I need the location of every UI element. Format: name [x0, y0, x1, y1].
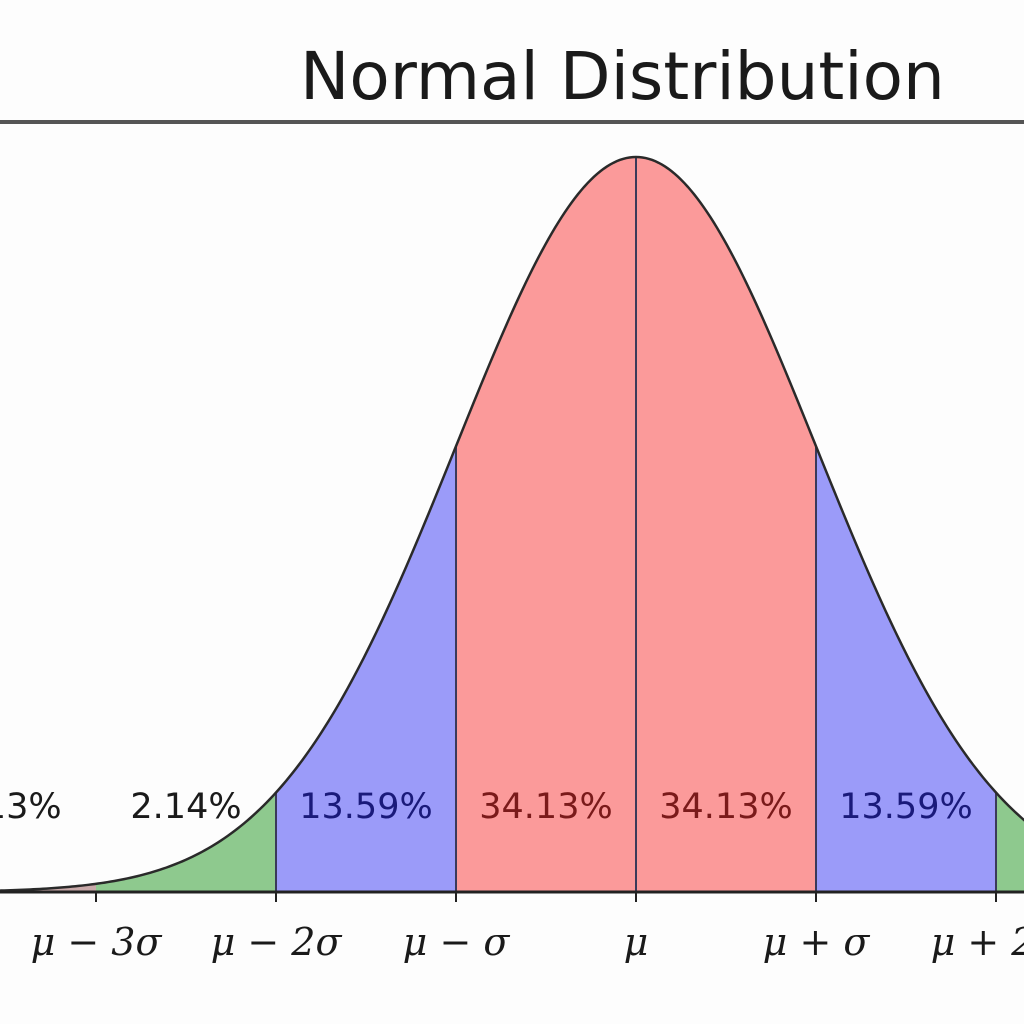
band-percent-label: 13.59% — [299, 787, 432, 827]
tail-percent-label: 0.13% — [0, 787, 62, 827]
density-curve — [0, 155, 1024, 892]
band-area-2 — [456, 157, 636, 892]
x-tick-label: μ — [624, 920, 649, 964]
x-tick-label: μ + 2σ — [931, 920, 1024, 964]
band-percent-label: 34.13% — [479, 787, 612, 827]
x-tick-label: μ − 2σ — [211, 920, 343, 964]
x-tick-label: μ − σ — [403, 920, 511, 964]
x-tick-label: μ + σ — [763, 920, 871, 964]
band-area-5 — [996, 792, 1024, 892]
band-area-3 — [636, 157, 816, 892]
chart-title: Normal Distribution — [300, 38, 945, 115]
band-percent-label: 13.59% — [839, 787, 972, 827]
x-tick-label: μ − 3σ — [31, 920, 163, 964]
band-percent-label: 2.14% — [130, 787, 241, 827]
band-area-0 — [96, 792, 276, 892]
band-percent-label: 34.13% — [659, 787, 792, 827]
